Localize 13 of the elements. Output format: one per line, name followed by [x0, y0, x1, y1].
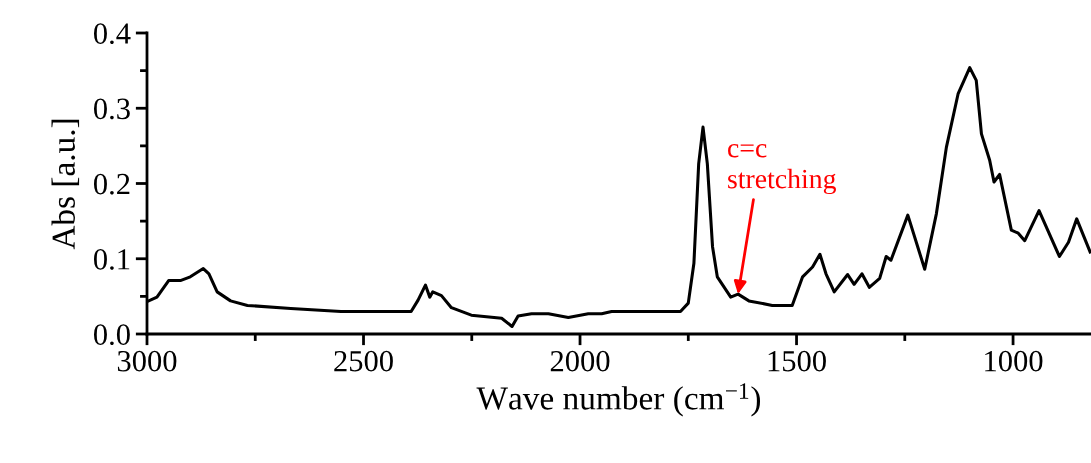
y-tick-label: 0.0 — [94, 324, 130, 346]
y-tick-label: 0.1 — [94, 249, 130, 270]
x-tick-label: 2000 — [550, 350, 610, 372]
x-tick-label: 1000 — [985, 350, 1043, 372]
x-axis-title: Wave number (cm$^{−1}$) — [476, 383, 761, 417]
y-axis-title: Abs [a.u.] — [51, 119, 80, 250]
y-tick-label: 0.2 — [94, 173, 130, 195]
x-tick-label: 1500 — [768, 350, 826, 372]
y-tick-label: 0.3 — [94, 98, 130, 120]
y-tick-label: 0.4 — [94, 23, 131, 45]
x-tick-label: 2500 — [334, 350, 393, 372]
annotation: c=c stretching — [728, 144, 836, 195]
x-tick-label: 3000 — [117, 350, 177, 372]
